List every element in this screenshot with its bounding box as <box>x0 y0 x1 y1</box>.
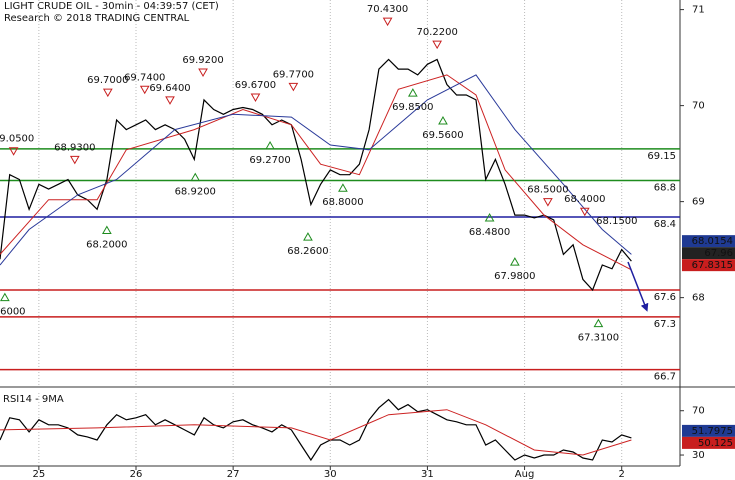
low-label: 68.2000 <box>86 239 127 250</box>
high-label: 68.4000 <box>564 194 605 205</box>
low-label: 68.8000 <box>322 197 363 208</box>
price-tag <box>682 259 735 272</box>
low-marker <box>438 116 448 125</box>
high-marker <box>579 207 590 217</box>
high-marker <box>8 147 19 156</box>
high-marker <box>165 96 175 105</box>
level-label: 68.4 <box>654 219 676 230</box>
rsi-tag <box>682 436 735 449</box>
high-marker <box>382 17 393 27</box>
low-marker <box>593 318 604 328</box>
high-marker <box>198 68 208 78</box>
low-label: 67.3100 <box>578 333 619 344</box>
price-tag-label: 68.0154 <box>692 236 733 247</box>
series-line <box>0 74 632 266</box>
high-label: 69.7700 <box>273 69 314 80</box>
high-marker <box>543 198 553 207</box>
y-tick-label: 70 <box>692 101 705 112</box>
low-marker <box>0 292 10 302</box>
high-label: 70.2200 <box>416 27 457 38</box>
y-tick-label: 30 <box>692 450 705 461</box>
price-tag <box>682 247 735 260</box>
forecast-arrow <box>627 261 649 312</box>
x-tick-label: Aug <box>515 469 535 480</box>
level-label: 67.6 <box>654 292 676 303</box>
high-label: 68.5000 <box>527 185 568 196</box>
low-marker <box>407 88 418 97</box>
x-tick-label: 30 <box>324 469 337 480</box>
high-marker <box>250 93 261 102</box>
low-marker <box>101 225 112 234</box>
low-marker <box>509 257 520 266</box>
rsi-tag-label: 51.7975 <box>692 426 733 437</box>
x-tick-label: 25 <box>32 469 45 480</box>
high-label: 69.7000 <box>87 75 128 86</box>
high-label: 70.4300 <box>367 4 408 15</box>
low-label: 69.5600 <box>422 130 463 141</box>
high-label: 69.9200 <box>182 55 223 66</box>
low-label: 68.2600 <box>287 246 328 257</box>
level-label: 67.3 <box>654 319 676 330</box>
y-tick-label: 71 <box>692 5 705 16</box>
low-label: 69.2700 <box>249 155 290 166</box>
y-tick-label: 70 <box>692 406 705 417</box>
low-marker <box>484 212 495 222</box>
high-marker <box>102 88 113 98</box>
level-label: 68.8 <box>654 182 676 193</box>
level-label: 66.7 <box>654 372 676 383</box>
high-label: 69.6400 <box>149 83 190 94</box>
chart-title: LIGHT CRUDE OIL - 30min - 04:39:57 (CET) <box>4 1 219 12</box>
high-label: 69.6700 <box>235 80 276 91</box>
level-label: 69.15 <box>647 151 676 162</box>
high-label: 68.9300 <box>54 142 95 153</box>
low-label: 68.4800 <box>469 227 510 238</box>
x-tick-label: 31 <box>421 469 434 480</box>
x-tick-label: 2 <box>619 469 625 480</box>
high-marker <box>139 85 150 95</box>
low-label: 69.8500 <box>392 102 433 113</box>
low-marker <box>190 172 201 182</box>
low-label: 68.9200 <box>175 187 216 198</box>
low-label: 67.6000 <box>0 307 26 318</box>
low-label: 67.9800 <box>494 271 535 282</box>
price-tag <box>682 235 735 248</box>
rsi-tag-label: 50.125 <box>698 438 733 449</box>
price-tag-label: 67.96 <box>704 248 733 259</box>
y-tick-label: 68 <box>692 293 705 304</box>
low-marker <box>338 183 348 192</box>
rsi-title: RSI14 - 9MA <box>3 394 64 405</box>
high-marker <box>69 155 80 165</box>
series-line <box>0 74 632 271</box>
x-tick-label: 27 <box>227 469 240 480</box>
high-label: 69.7400 <box>124 72 165 83</box>
y-tick-label: 69 <box>692 197 705 208</box>
low-marker <box>303 232 313 241</box>
low-marker <box>265 140 275 150</box>
price-tag-label: 67.8315 <box>692 260 733 271</box>
series-line <box>0 409 632 456</box>
level-price-label: 68.1500 <box>596 216 637 227</box>
x-tick-label: 26 <box>130 469 143 480</box>
high-marker <box>288 82 299 92</box>
high-marker <box>432 40 443 50</box>
chart-subtitle: Research © 2018 TRADING CENTRAL <box>4 13 190 24</box>
high-label: 69.0500 <box>0 134 34 145</box>
rsi-tag <box>682 424 735 437</box>
